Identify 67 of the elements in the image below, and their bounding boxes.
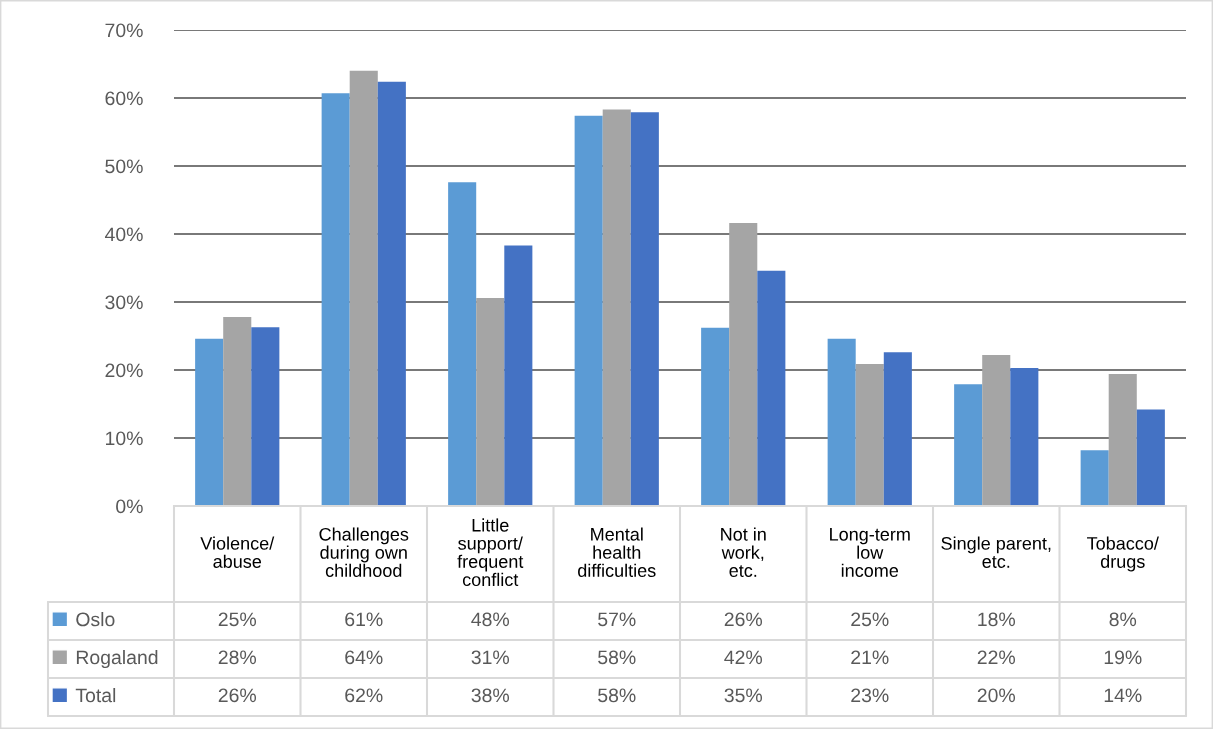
bar bbox=[757, 270, 786, 506]
x-tick-label: Tobacco/ drugs bbox=[1087, 536, 1159, 572]
y-tick-label: 70% bbox=[105, 23, 143, 38]
data-label: 48% bbox=[471, 612, 510, 627]
data-label: 61% bbox=[345, 612, 383, 627]
data-label: 19% bbox=[1104, 650, 1142, 665]
data-label: 26% bbox=[218, 688, 257, 703]
data-label: 31% bbox=[471, 650, 510, 665]
bar bbox=[827, 338, 856, 506]
data-label: 18% bbox=[978, 612, 1016, 627]
x-tick-label: Long-term low income bbox=[830, 528, 910, 577]
data-label: 14% bbox=[1104, 688, 1142, 703]
data-label: 42% bbox=[724, 650, 763, 665]
data-label: 20% bbox=[977, 688, 1016, 703]
data-label: 26% bbox=[724, 612, 763, 627]
data-label: 35% bbox=[724, 688, 763, 703]
data-label: 57% bbox=[598, 612, 636, 627]
x-tick-label: Challenges during own childhood bbox=[319, 527, 409, 577]
data-label: 25% bbox=[851, 612, 889, 627]
bar bbox=[883, 352, 912, 506]
bar bbox=[701, 327, 730, 506]
bar bbox=[1108, 374, 1137, 506]
y-tick-label: 50% bbox=[105, 159, 143, 174]
data-label: 23% bbox=[851, 688, 889, 703]
data-label: 38% bbox=[471, 688, 510, 703]
bar bbox=[377, 81, 406, 506]
bar bbox=[982, 355, 1011, 506]
x-tick-label: Not in work, etc. bbox=[721, 527, 766, 577]
legend-label: Rogaland bbox=[76, 649, 158, 669]
data-label: 58% bbox=[598, 688, 636, 703]
y-tick-label: 10% bbox=[106, 431, 143, 446]
y-tick-label: 0% bbox=[116, 499, 143, 514]
x-tick-label: Single parent, etc. bbox=[941, 536, 1051, 568]
bar bbox=[504, 245, 533, 506]
data-label: 58% bbox=[598, 650, 636, 665]
bar bbox=[349, 70, 378, 506]
bar bbox=[1010, 367, 1039, 506]
data-label: 64% bbox=[345, 650, 383, 665]
legend-label: Total bbox=[75, 687, 116, 703]
data-label: 21% bbox=[851, 650, 889, 665]
data-label: 28% bbox=[218, 650, 257, 665]
x-tick-label: Little support/ frequent conflict bbox=[457, 518, 524, 587]
x-tick-label: Violence/ abuse bbox=[200, 536, 275, 568]
data-label: 8% bbox=[1109, 612, 1137, 627]
x-tick-label: Mental health difficulties bbox=[578, 527, 656, 577]
data-label: 22% bbox=[977, 650, 1016, 665]
bar bbox=[954, 384, 983, 506]
bar bbox=[729, 223, 758, 506]
bar bbox=[574, 115, 603, 506]
bar bbox=[476, 297, 505, 506]
y-tick-label: 40% bbox=[104, 227, 143, 242]
bar bbox=[1080, 450, 1109, 506]
bar bbox=[223, 316, 252, 506]
legend-label: Oslo bbox=[76, 611, 115, 627]
data-label: 62% bbox=[345, 688, 383, 703]
bar bbox=[1136, 409, 1165, 506]
bar bbox=[630, 112, 659, 506]
y-tick-label: 20% bbox=[105, 363, 143, 378]
bar bbox=[602, 109, 631, 506]
bar bbox=[448, 182, 477, 506]
bar bbox=[321, 93, 350, 506]
y-tick-label: 30% bbox=[105, 295, 143, 310]
bar bbox=[251, 327, 280, 506]
data-label: 25% bbox=[218, 612, 257, 627]
y-tick-label: 60% bbox=[105, 91, 143, 106]
bar bbox=[855, 363, 884, 506]
bar bbox=[195, 338, 224, 506]
